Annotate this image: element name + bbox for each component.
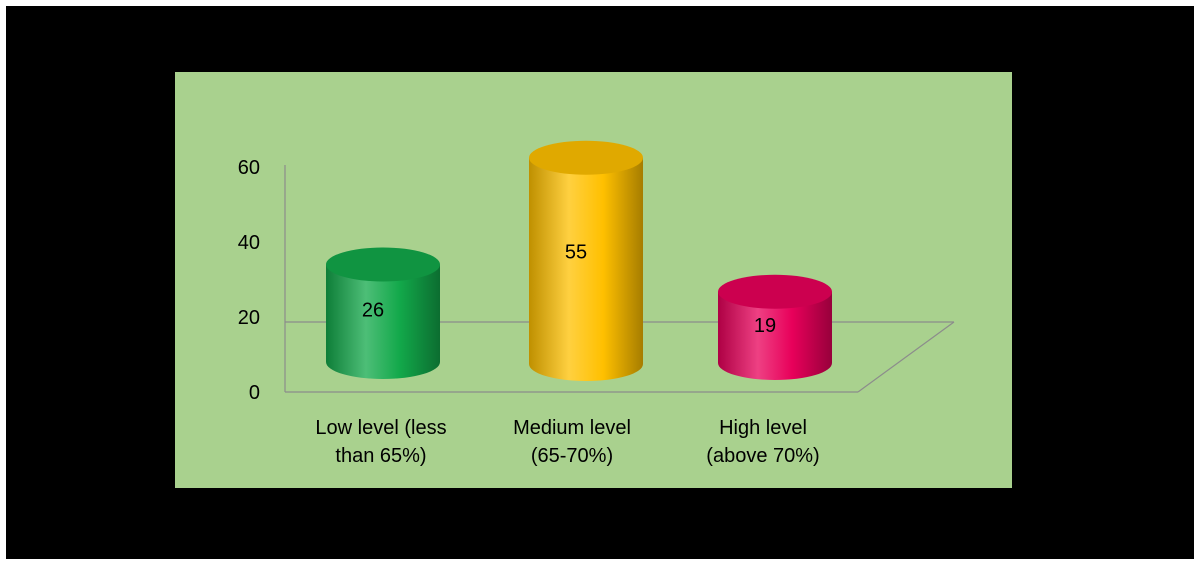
bar-body [529, 157, 643, 381]
x-tick-label: High level (above 70%) [706, 417, 819, 467]
bar [718, 274, 832, 380]
bar-body [326, 264, 440, 379]
bar-top [326, 247, 440, 282]
chart-labels: 0 20 40 60 26 55 19 Low level (less than 65%) Med… [238, 157, 820, 467]
bar-top [718, 274, 832, 309]
chart-area: 0 20 40 60 26 55 19 Low level (less than 65%) Med… [175, 72, 1012, 488]
floor-right-edge [857, 321, 955, 393]
bar-body [718, 291, 832, 380]
bar [529, 140, 643, 381]
bar-top [529, 140, 643, 175]
x-tick-label: Low level (less than 65%) [315, 417, 446, 467]
data-label: 26 [362, 299, 384, 321]
x-tick-label: Medium level (65-70%) [513, 417, 631, 467]
y-tick-label: 0 [249, 382, 260, 404]
data-label: 55 [565, 242, 587, 264]
bar [326, 247, 440, 379]
y-tick-label: 40 [238, 232, 260, 254]
y-tick-label: 60 [238, 157, 260, 179]
bar-chart: 0 20 40 60 26 55 19 Low level (less than 65%) Med… [238, 140, 955, 467]
y-tick-label: 20 [238, 307, 260, 329]
data-label: 19 [754, 315, 776, 337]
chart-bars [326, 140, 832, 381]
